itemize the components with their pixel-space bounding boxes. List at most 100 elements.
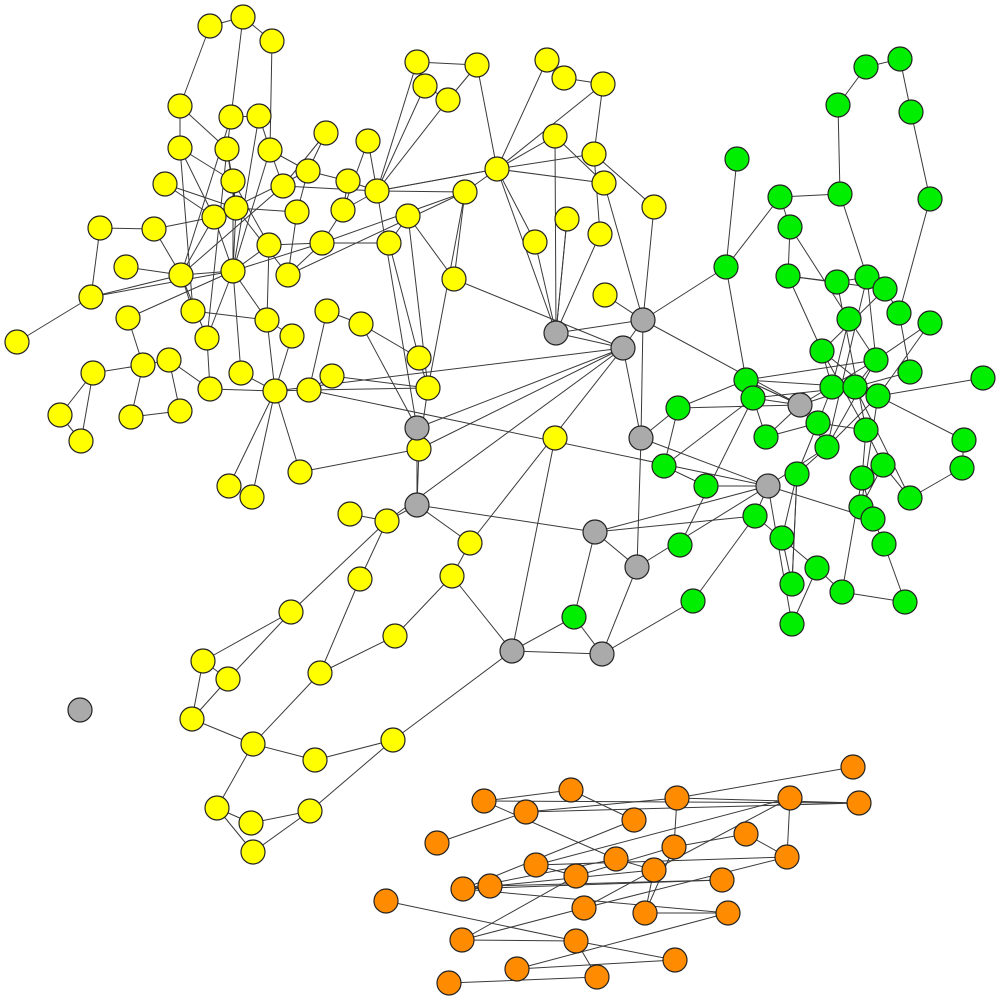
graph-edge — [232, 149, 271, 272]
graph-node-green — [804, 555, 830, 581]
graph-edge — [274, 390, 301, 473]
graph-node-yellow — [439, 563, 465, 589]
graph-edge — [416, 347, 624, 429]
graph-edge — [394, 575, 453, 637]
graph-node-yellow — [330, 197, 356, 223]
graph-node-orange — [632, 900, 658, 926]
graph-node-yellow — [197, 13, 223, 39]
graph-node-gray — [404, 492, 430, 518]
graph-edge — [227, 611, 292, 680]
graph-edge — [642, 319, 801, 406]
graph-node-yellow — [364, 178, 390, 204]
graph-edge — [877, 322, 931, 397]
graph-node-green — [651, 453, 677, 479]
graph-node-yellow — [591, 170, 617, 196]
graph-node-yellow — [113, 254, 139, 280]
graph-edge — [376, 190, 418, 429]
graph-node-yellow — [194, 325, 220, 351]
graph-node-yellow — [551, 65, 577, 91]
graph-node-orange — [563, 928, 589, 954]
node-layer — [4, 4, 996, 996]
graph-node-orange — [846, 790, 872, 816]
graph-node-yellow — [256, 232, 282, 258]
graph-node-yellow — [395, 203, 421, 229]
graph-node-yellow — [374, 508, 400, 534]
graph-edge — [476, 64, 498, 170]
graph-edge — [90, 274, 182, 298]
graph-node-green — [753, 424, 779, 450]
graph-edge — [483, 789, 572, 802]
graph-edge — [232, 242, 323, 272]
graph-node-orange — [641, 857, 667, 883]
graph-node-orange — [504, 956, 530, 982]
graph-node-green — [561, 604, 587, 630]
graph-node-yellow — [347, 566, 373, 592]
graph-node-yellow — [218, 104, 244, 130]
graph-edge — [232, 115, 260, 272]
graph-edge — [230, 16, 244, 118]
graph-node-yellow — [335, 168, 361, 194]
graph-node-yellow — [238, 810, 264, 836]
graph-node-gray — [755, 473, 781, 499]
graph-node-yellow — [197, 376, 223, 402]
graph-node-yellow — [240, 731, 266, 757]
graph-edge — [416, 504, 596, 533]
graph-node-green — [854, 264, 880, 290]
graph-node-yellow — [287, 459, 313, 485]
graph-node-yellow — [130, 352, 156, 378]
graph-node-yellow — [141, 216, 167, 242]
graph-node-yellow — [382, 623, 408, 649]
graph-node-yellow — [246, 103, 272, 129]
graph-node-yellow — [179, 706, 205, 732]
graph-edge — [496, 168, 536, 243]
graph-node-yellow — [220, 168, 246, 194]
graph-edge — [603, 182, 644, 321]
graph-node-orange — [424, 830, 450, 856]
graph-edge — [594, 485, 769, 533]
graph-node-green — [767, 184, 793, 210]
graph-edge — [583, 856, 788, 909]
graph-edge — [453, 278, 624, 349]
graph-node-yellow — [641, 194, 667, 220]
graph-node-yellow — [412, 73, 438, 99]
graph-node-green — [769, 525, 795, 551]
graph-node-yellow — [87, 215, 113, 241]
graph-edge — [269, 40, 273, 151]
graph-node-green — [724, 146, 750, 172]
graph-node-green — [842, 374, 868, 400]
graph-node-green — [740, 385, 766, 411]
graph-node-yellow — [214, 136, 240, 162]
graph-node-yellow — [404, 49, 430, 75]
graph-node-gray — [787, 392, 813, 418]
graph-edge — [575, 940, 676, 961]
graph-node-green — [784, 461, 810, 487]
graph-node-green — [814, 434, 840, 460]
graph-edge — [461, 939, 577, 942]
graph-edge — [309, 739, 394, 812]
graph-edge — [767, 485, 793, 625]
graph-edge — [826, 359, 877, 448]
graph-edge — [789, 226, 850, 320]
graph-edge — [461, 875, 577, 941]
graph-node-yellow — [314, 298, 340, 324]
graph-node-yellow — [464, 52, 490, 78]
graph-node-orange — [715, 900, 741, 926]
graph-node-green — [970, 365, 996, 391]
graph-edge — [179, 25, 211, 107]
graph-node-yellow — [201, 204, 227, 230]
graph-node-green — [853, 54, 879, 80]
graph-node-green — [775, 263, 801, 289]
graph-node-yellow — [457, 530, 483, 556]
graph-node-yellow — [220, 258, 246, 284]
graph-edge — [453, 191, 466, 280]
graph-node-yellow — [259, 28, 285, 54]
graph-edge — [555, 233, 601, 334]
graph-edge — [180, 185, 284, 276]
graph-node-gray — [543, 320, 569, 346]
graph-edge — [418, 347, 624, 450]
graph-edge — [877, 395, 965, 441]
graph-edge — [511, 650, 603, 655]
graph-edge — [642, 206, 655, 321]
graph-edge — [636, 437, 642, 568]
